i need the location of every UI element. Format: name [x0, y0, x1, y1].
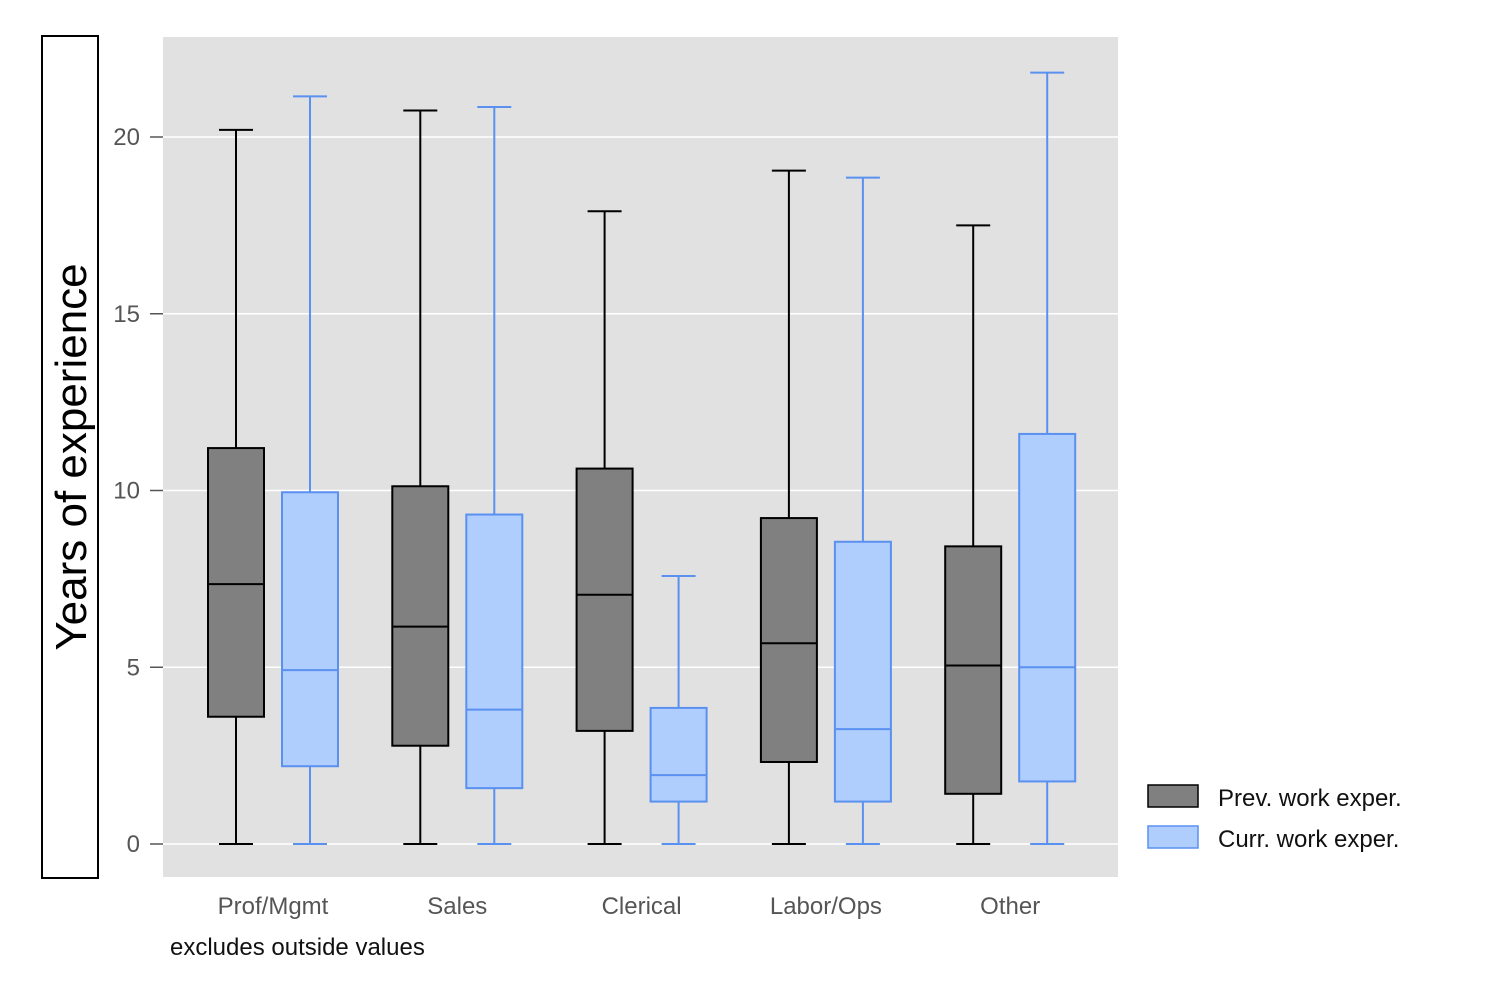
y-tick-label: 20	[113, 124, 140, 151]
y-tick-label: 0	[127, 831, 140, 858]
y-tick-label: 10	[113, 478, 140, 505]
iqr-box	[833, 540, 892, 803]
box-prev	[207, 128, 265, 845]
y-tick-label: 15	[113, 301, 140, 328]
legend-label-curr: Curr. work exper.	[1218, 826, 1399, 853]
category-label: Clerical	[602, 893, 682, 920]
iqr-box	[575, 467, 634, 732]
legend-label-prev: Prev. work exper.	[1218, 785, 1402, 812]
box-prev	[391, 109, 450, 845]
y-tick-labels: 0 5 10 15 20	[113, 124, 163, 858]
box-prev	[944, 224, 1003, 845]
box-curr	[465, 105, 524, 845]
y-axis-title-frame	[41, 35, 99, 879]
y-axis-title-text: Years of experience	[47, 263, 96, 650]
box-curr	[1018, 71, 1077, 845]
iqr-box	[207, 447, 265, 718]
legend-swatch-curr	[1147, 825, 1199, 849]
iqr-box	[465, 513, 524, 790]
box-prev	[759, 169, 818, 845]
box-series	[207, 71, 1077, 845]
category-label: Labor/Ops	[770, 893, 882, 920]
legend-swatch-prev	[1147, 784, 1199, 808]
category-label: Other	[980, 893, 1040, 920]
iqr-box	[649, 706, 708, 803]
iqr-box	[944, 545, 1003, 795]
box-prev	[575, 210, 634, 845]
iqr-box	[281, 491, 339, 768]
iqr-box	[391, 485, 450, 747]
category-label: Prof/Mgmt	[218, 893, 329, 920]
box-curr	[649, 575, 708, 845]
legend: Prev. work exper. Curr. work exper.	[1147, 784, 1402, 853]
category-labels: Prof/Mgmt Sales Clerical Labor/Ops Other	[218, 893, 1041, 920]
category-label: Sales	[427, 893, 487, 920]
box-curr	[833, 176, 892, 845]
box-curr	[281, 95, 339, 845]
y-tick-label: 5	[127, 654, 140, 681]
iqr-box	[1018, 432, 1077, 783]
iqr-box	[759, 517, 818, 763]
note-text: excludes outside values	[170, 934, 425, 961]
y-axis-title: Years of experience	[41, 35, 99, 879]
